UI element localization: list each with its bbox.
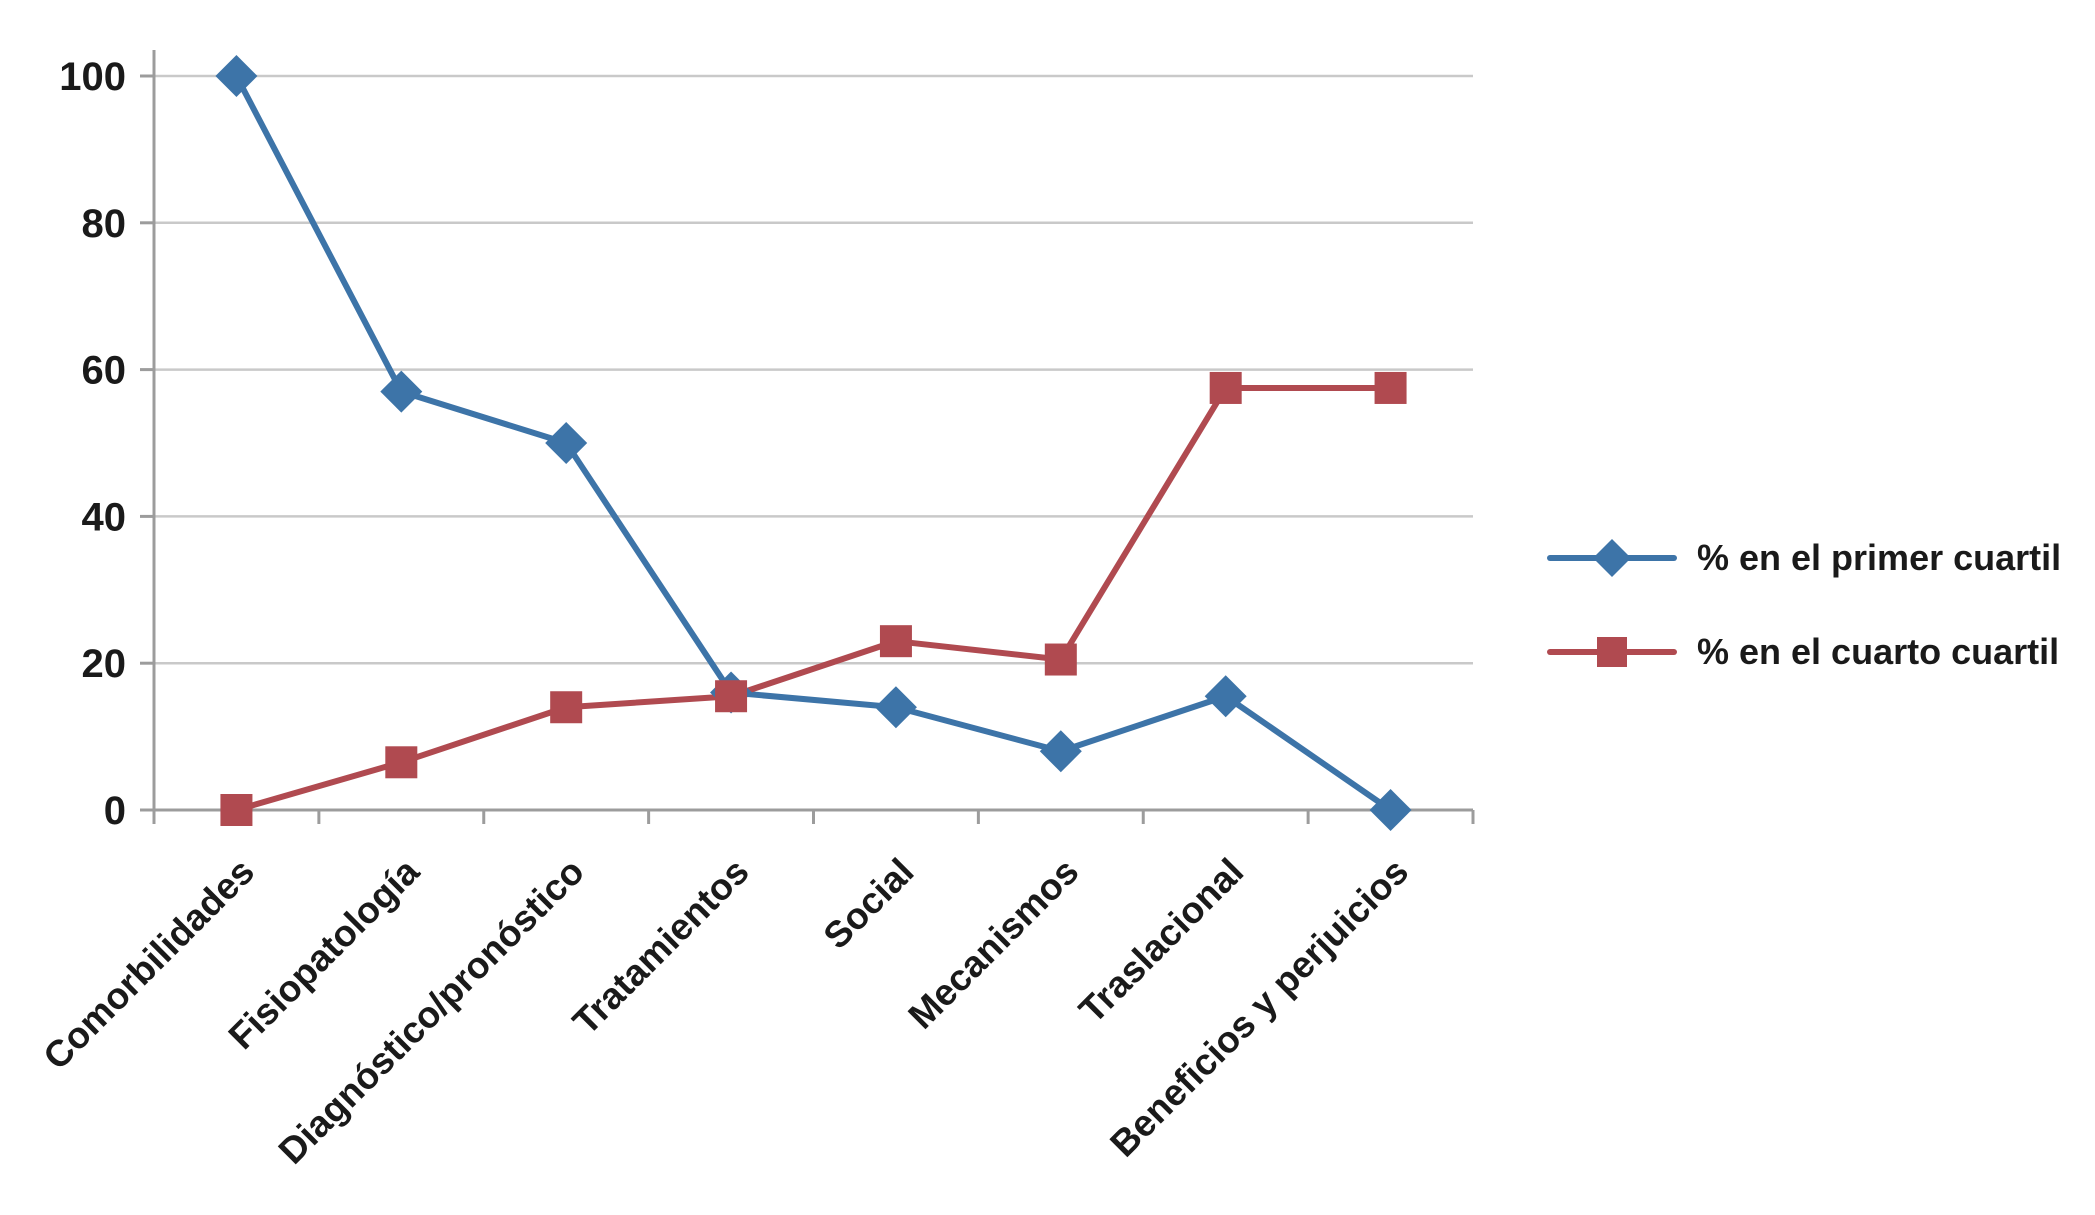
legend-item-cuarto-cuartil: % en el cuarto cuartil: [1547, 630, 2061, 674]
svg-text:Comorbilidades: Comorbilidades: [35, 851, 262, 1078]
svg-text:Traslacional: Traslacional: [1071, 851, 1251, 1031]
svg-text:80: 80: [82, 202, 127, 246]
svg-text:20: 20: [82, 642, 127, 686]
svg-text:Tratamientos: Tratamientos: [565, 851, 757, 1043]
svg-text:100: 100: [59, 55, 126, 99]
legend-marker-square-icon: [1547, 630, 1677, 674]
svg-text:Social: Social: [816, 851, 922, 957]
legend-item-primer-cuartil: % en el primer cuartil: [1547, 536, 2061, 580]
svg-text:Mecanismos: Mecanismos: [900, 851, 1086, 1037]
svg-text:Diagnóstico/pronóstico: Diagnóstico/pronóstico: [271, 851, 592, 1172]
svg-text:60: 60: [82, 349, 127, 393]
chart-legend: % en el primer cuartil % en el cuarto cu…: [1547, 536, 2061, 674]
svg-text:0: 0: [104, 789, 126, 833]
svg-text:Beneficios y perjuicios: Beneficios y perjuicios: [1102, 851, 1416, 1165]
svg-text:40: 40: [82, 495, 127, 539]
legend-label-primer-cuartil: % en el primer cuartil: [1697, 537, 2062, 578]
legend-label-cuarto-cuartil: % en el cuarto cuartil: [1697, 631, 2060, 672]
legend-marker-diamond-icon: [1547, 536, 1677, 580]
